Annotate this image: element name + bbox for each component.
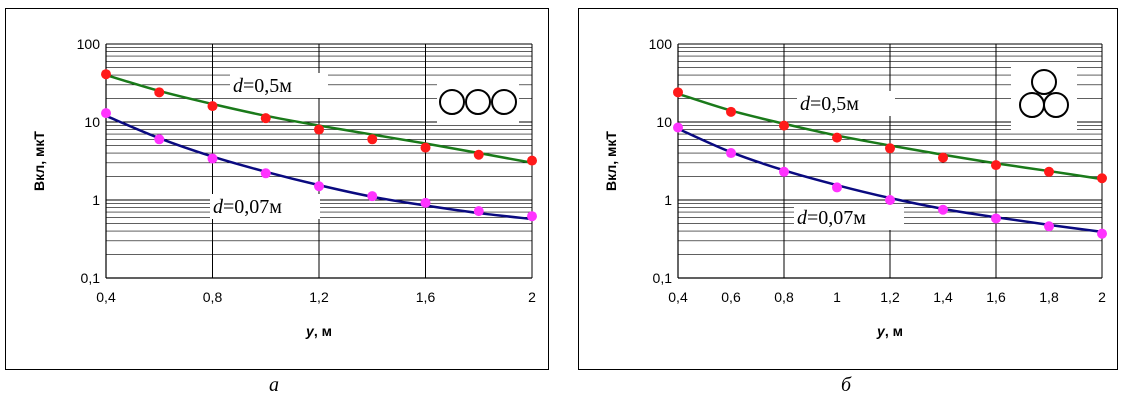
data-point [1044,166,1054,177]
series-label: d=0,5м [797,91,895,116]
svg-text:d=0,5м: d=0,5м [800,93,859,115]
y-axis-title: Вкл, мкТ [603,131,619,191]
x-tick-label: 1,4 [933,289,953,305]
x-tick-label: 1,2 [309,289,329,305]
caption-a: а [269,374,279,396]
data-point [673,87,683,98]
data-point [101,108,111,119]
series-label: d=0,07м [794,205,904,230]
x-tick-label: 0,8 [774,289,794,305]
data-point [779,166,789,177]
data-point [207,153,218,164]
y-tick-label: 0,1 [653,270,673,286]
x-tick-label: 2 [1098,289,1106,305]
data-point [260,113,271,124]
x-tick-label: 1,6 [416,289,436,305]
data-point [473,149,484,160]
data-point [885,143,895,154]
data-point [473,206,484,217]
x-tick-label: 0,4 [96,289,116,305]
x-tick-label: 0,4 [668,289,688,305]
data-point [367,134,378,145]
y-axis-title: Вкл, мкТ [31,131,47,191]
three-cables-trefoil-icon [1011,66,1077,130]
data-point [1097,173,1107,184]
y-tick-label: 100 [649,36,673,52]
data-point [779,120,789,131]
svg-text:d=0,07м: d=0,07м [213,196,282,218]
y-tick-label: 0,1 [81,270,101,286]
svg-text:d=0,5м: d=0,5м [233,75,292,97]
data-point [726,148,736,159]
data-point [673,122,683,133]
x-tick-label: 1,2 [880,289,900,305]
data-point [101,69,111,80]
series-label: d=0,5м [230,73,328,98]
x-tick-label: 1,6 [986,289,1006,305]
data-point [367,191,378,202]
data-point [154,134,165,145]
y-tick-label: 1 [92,192,100,208]
svg-text:d=0,07м: d=0,07м [797,207,866,229]
x-tick-label: 1,8 [1039,289,1059,305]
x-tick-label: 0,6 [721,289,741,305]
chart-panel-a [5,8,549,370]
y-tick-label: 1 [664,192,672,208]
data-point [1097,228,1107,239]
data-point [420,142,431,153]
data-point [938,152,948,163]
y-tick-label: 100 [77,36,101,52]
x-tick-label: 1 [833,289,841,305]
data-point [832,132,842,143]
x-tick-label: 2 [528,289,536,305]
data-point [260,168,271,179]
series-label: d=0,07м [210,194,320,219]
x-axis-title: y, м [305,323,332,339]
data-point [1044,221,1054,232]
data-point [527,211,537,222]
y-tick-label: 10 [84,114,100,130]
data-point [938,204,948,215]
data-point [420,197,431,208]
data-point [991,160,1001,171]
x-tick-label: 0,8 [203,289,223,305]
three-cables-flat-icon [437,80,519,124]
data-point [527,155,537,166]
data-point [832,182,842,193]
data-point [885,195,895,205]
chart-b: 0,1 1 10 100 0,4 0,6 0,8 1 1,2 1,4 1,6 1,8 2 Вкл, мкТ… [603,36,1107,339]
x-axis-title: y, м [876,323,903,339]
caption-b: б [840,374,852,396]
data-point [314,124,324,135]
data-point [726,106,736,117]
data-point [207,101,218,112]
data-point [991,213,1001,224]
data-point [314,181,324,192]
data-point [154,87,165,98]
y-tick-label: 10 [656,114,672,130]
chart-a: 0,1 1 10 100 0,4 0,8 1,2 1,6 2 Вкл, мкТ y, м d=0,5м… [31,36,537,339]
